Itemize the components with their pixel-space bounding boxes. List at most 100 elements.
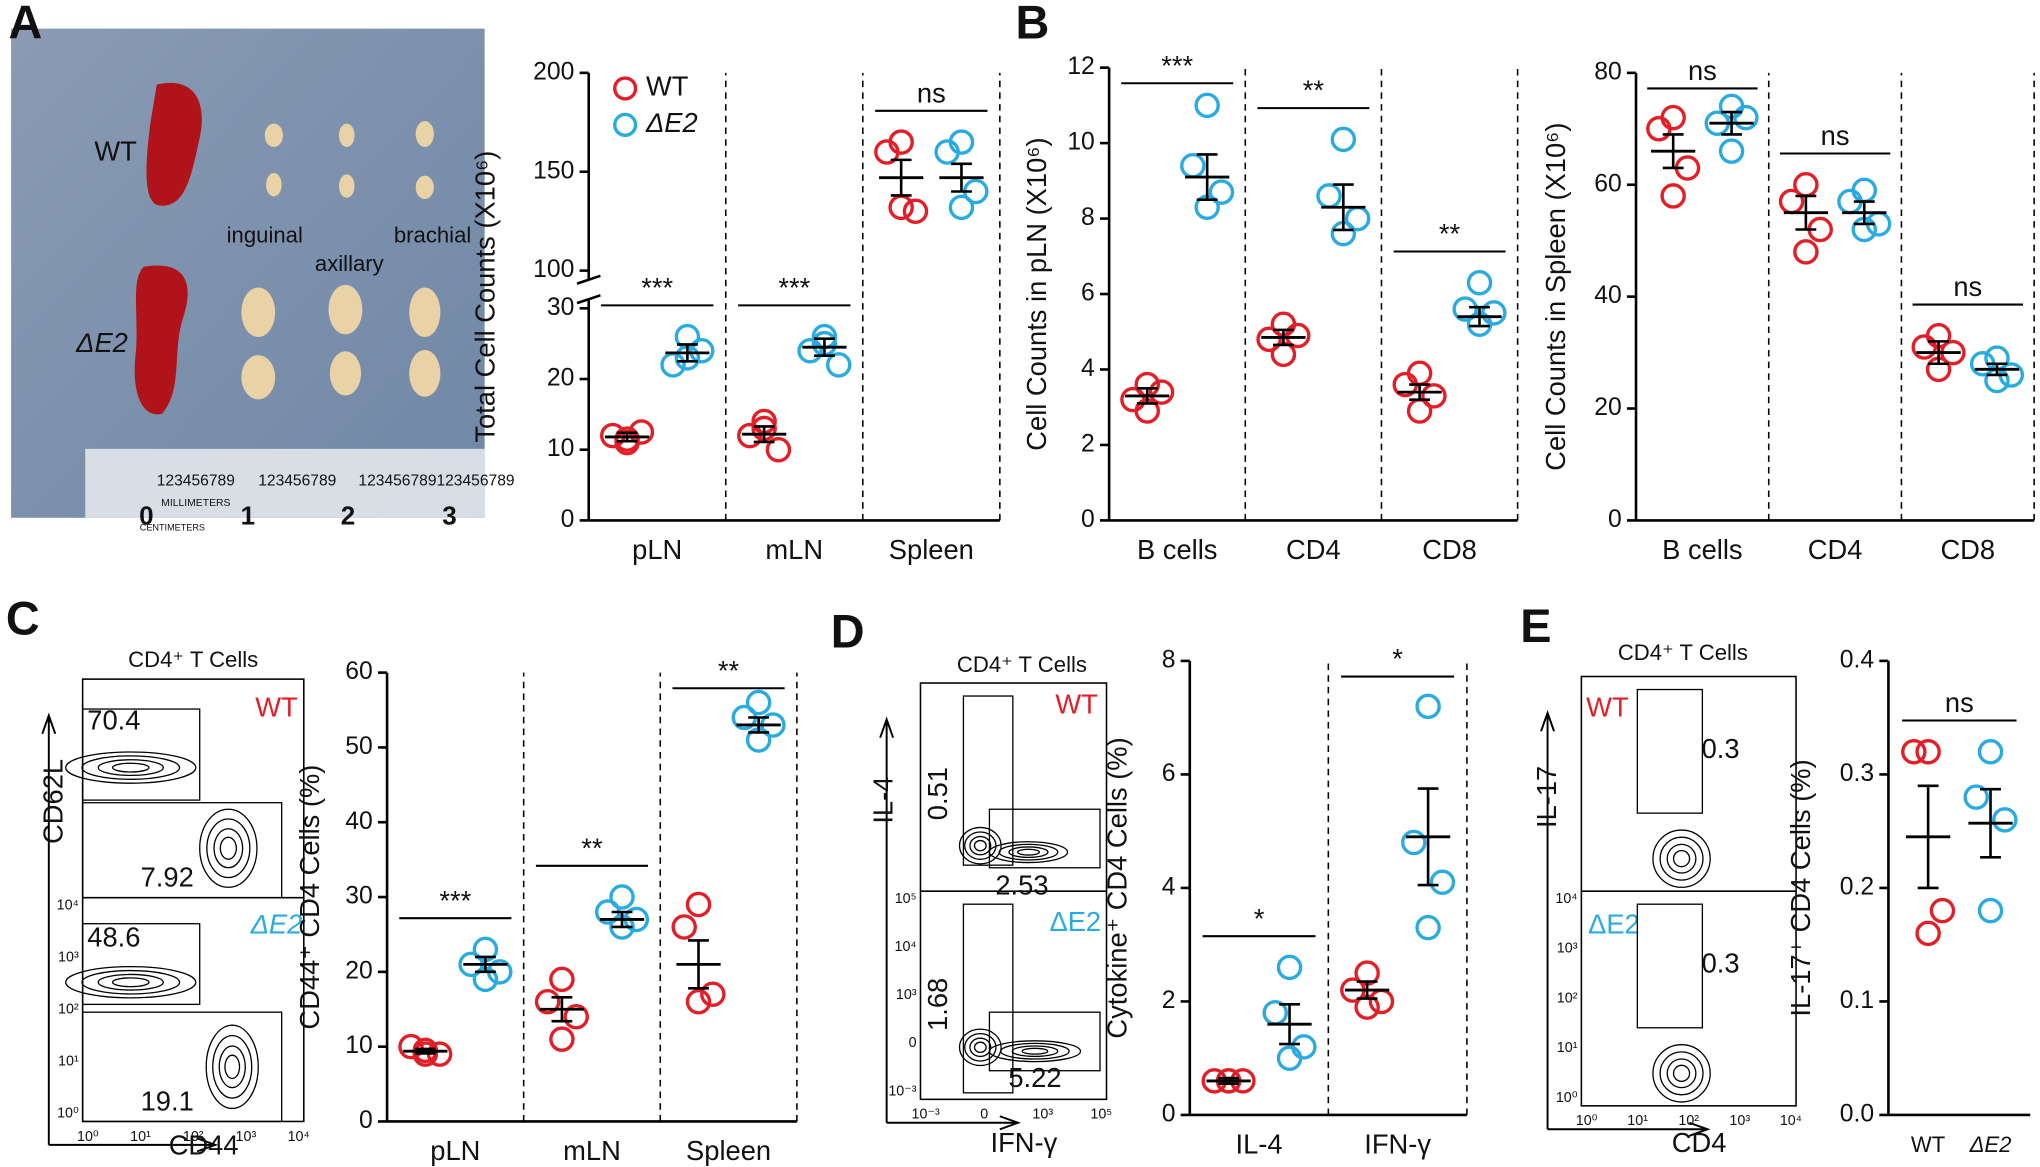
gate-value: 7.92 <box>141 862 194 893</box>
contour <box>97 973 164 991</box>
y-tick-label: 6 <box>1162 760 1176 787</box>
flow-y-tick: 10⁰ <box>1556 1090 1578 1106</box>
x-group-label: ΔE2 <box>1969 1132 2012 1157</box>
data-point <box>671 914 697 940</box>
data-point <box>1977 738 2004 765</box>
error-bar <box>1417 787 1439 887</box>
error-bar <box>1721 110 1742 136</box>
data-point <box>1148 379 1175 405</box>
significance-label: *** <box>641 272 673 303</box>
contour <box>958 826 1002 865</box>
y-tick-label: 0.3 <box>1840 760 1874 787</box>
gate <box>81 708 201 801</box>
y-axis-label: Total Cell Counts (X10⁶) <box>469 151 500 443</box>
contour <box>1000 1042 1070 1060</box>
data-point <box>1284 322 1311 349</box>
y-tick-label: 20 <box>345 957 372 984</box>
photo: WT ΔE2 inguinal axillary brachial 123456… <box>11 28 515 533</box>
flow-x-tick: 10³ <box>236 1129 257 1145</box>
contour <box>111 762 150 773</box>
x-tick-label: B cells <box>1137 534 1217 565</box>
flow-y-tick: 10⁰ <box>57 1105 79 1121</box>
lymph-nodes <box>241 120 441 400</box>
gate <box>988 1011 1101 1072</box>
contour <box>1666 1058 1697 1089</box>
data-point <box>688 338 715 364</box>
y-tick-label: 0 <box>359 1107 373 1134</box>
error-bar <box>1356 980 1378 1000</box>
error-bar <box>1196 153 1218 202</box>
contour <box>81 755 181 780</box>
flow-x-label: CD4 <box>1672 1127 1727 1158</box>
ruler-number: 3 <box>442 501 456 531</box>
contour <box>1011 1045 1059 1058</box>
flow-group-label: WT <box>1586 691 1629 722</box>
flow-x-tick: 10⁴ <box>1780 1113 1802 1129</box>
data-point <box>685 891 712 918</box>
y-tick-label: 2 <box>1081 430 1095 457</box>
data-point <box>398 1033 424 1060</box>
data-point <box>902 198 929 225</box>
flow-title: CD4⁺ T Cells <box>957 652 1087 677</box>
x-tick-label: CD4 <box>1286 534 1341 565</box>
y-tick-label: 100 <box>533 256 574 283</box>
data-point <box>563 1003 589 1030</box>
y-tick-label: 0 <box>1162 1100 1176 1127</box>
panel-label: C <box>6 592 40 644</box>
node-label: inguinal <box>227 223 303 248</box>
flow-y-label: IL-4 <box>868 777 899 824</box>
flow-group-label: ΔE2 <box>250 909 303 940</box>
flow-y-label: IL-17 <box>1531 766 1562 828</box>
y-tick-label: 40 <box>1594 282 1621 309</box>
data-point <box>700 981 726 1008</box>
y-tick-label: 40 <box>345 808 372 835</box>
y-tick-label: 4 <box>1162 873 1176 900</box>
data-point <box>1194 92 1220 119</box>
contour <box>218 1045 246 1089</box>
x-tick-label: IFN-γ <box>1364 1128 1431 1159</box>
gate <box>962 903 1014 1094</box>
contour <box>1672 849 1691 868</box>
error-bar <box>890 158 912 197</box>
error-bar <box>1853 200 1875 226</box>
data-point <box>1316 183 1342 209</box>
data-point <box>1793 239 1819 265</box>
x-tick-label: pLN <box>430 1135 480 1166</box>
contour <box>1666 843 1697 874</box>
flow-y-label: CD62L <box>38 759 69 844</box>
y-axis-label: Cell Counts in pLN (X10⁶) <box>1021 137 1052 450</box>
error-bar <box>688 939 709 990</box>
flow-plot: CD4⁺ T Cells CD62L CD44 WT 70.4 7.92 ΔE2 48.6 19… <box>38 647 310 1161</box>
contour <box>206 818 251 879</box>
contour <box>973 1041 987 1054</box>
data-point <box>1646 116 1672 142</box>
error-bar <box>616 431 638 443</box>
contour <box>958 1028 1002 1067</box>
spleen <box>134 265 188 415</box>
flow-x-tick: 0 <box>980 1107 988 1123</box>
y-tick-label: 2 <box>1162 987 1176 1014</box>
axis-arrow <box>1540 710 1711 1137</box>
data-point <box>1915 920 1941 947</box>
flow-y-tick: 10³ <box>896 987 917 1003</box>
data-point <box>888 194 914 221</box>
significance-label: *** <box>439 885 471 916</box>
flow-y-tick: 10³ <box>1557 941 1578 957</box>
data-point <box>1901 738 1927 765</box>
flow-y-tick: 10² <box>1557 990 1578 1006</box>
significance-label: ** <box>1439 218 1461 249</box>
contour <box>964 1032 997 1062</box>
significance-label: ** <box>1303 75 1325 106</box>
data-point <box>412 1041 439 1067</box>
gate <box>988 808 1101 869</box>
error-bar <box>1986 362 2008 377</box>
x-tick-label: Spleen <box>889 534 974 565</box>
error-bar <box>551 995 573 1023</box>
contour <box>973 839 987 852</box>
spleen <box>146 82 202 206</box>
error-bar <box>753 425 775 444</box>
data-point <box>1466 269 1493 296</box>
flow-y-tick: 0 <box>909 1035 917 1051</box>
y-tick-label: 20 <box>1594 394 1621 421</box>
contour <box>213 828 244 869</box>
